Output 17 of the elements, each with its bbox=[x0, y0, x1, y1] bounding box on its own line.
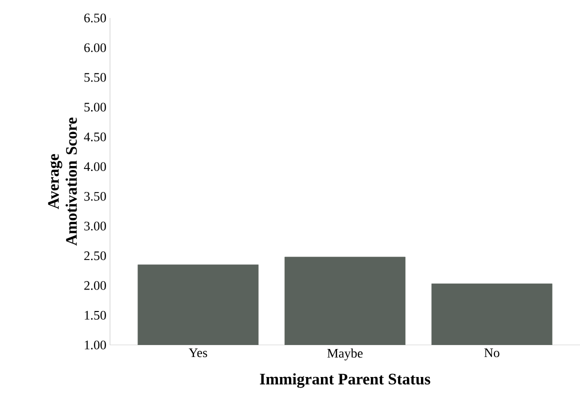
y-tick-label: 3.00 bbox=[84, 222, 106, 231]
y-tick-label: 1.50 bbox=[84, 310, 106, 320]
y-tick-label: 2.00 bbox=[84, 281, 106, 290]
y-tick-label: 5.50 bbox=[84, 73, 106, 82]
x-tick-label: Yes bbox=[188, 348, 208, 358]
y-tick-label: 6.50 bbox=[84, 14, 106, 22]
y-tick-label: 4.00 bbox=[84, 162, 106, 172]
x-tick-label: Maybe bbox=[327, 348, 363, 360]
y-tick-label: 3.50 bbox=[84, 192, 106, 201]
x-tick-label: No bbox=[484, 348, 500, 358]
y-tick-label: 6.00 bbox=[84, 43, 106, 52]
y-tick-label: 2.50 bbox=[84, 251, 106, 260]
y-tick-label: 1.00 bbox=[84, 340, 106, 350]
x-axis-title: Immigrant Parent Status bbox=[260, 373, 430, 388]
y-axis-title: Average Amotivation Score bbox=[48, 118, 77, 246]
y-tick-label: 4.50 bbox=[84, 132, 106, 142]
y-tick-label: 5.00 bbox=[84, 102, 106, 112]
